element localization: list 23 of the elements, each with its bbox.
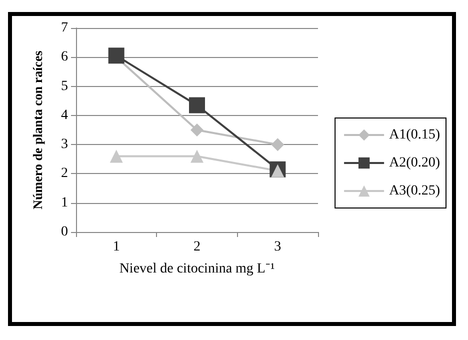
y-tick-label: 6: [61, 50, 68, 65]
point: [190, 150, 204, 163]
x-tick-label: 1: [112, 240, 120, 254]
point: [271, 164, 284, 178]
legend-label: A2(0.20): [389, 156, 440, 170]
point: [108, 48, 124, 64]
y-tick-label: 1: [61, 195, 68, 210]
y-tick-label: 7: [61, 20, 68, 36]
y-tick-label: 0: [61, 224, 68, 240]
point: [190, 124, 204, 136]
legend-label: A1(0.15): [389, 128, 440, 142]
point: [189, 97, 205, 114]
y-axis-title: Número de planta con raíces: [30, 50, 45, 210]
y-tick-label: 4: [61, 108, 68, 123]
x-tick-label: 2: [194, 240, 200, 254]
y-tick-label: 2: [61, 166, 68, 182]
y-tick-label: 3: [61, 137, 68, 152]
x-axis-title: Nievel de citocinina mg L⁻¹: [119, 262, 275, 276]
x-tick-label: 3: [274, 240, 282, 254]
y-tick-label: 5: [61, 78, 68, 94]
point: [271, 138, 284, 152]
point: [110, 150, 123, 163]
legend-label: A3(0.25): [389, 184, 440, 198]
